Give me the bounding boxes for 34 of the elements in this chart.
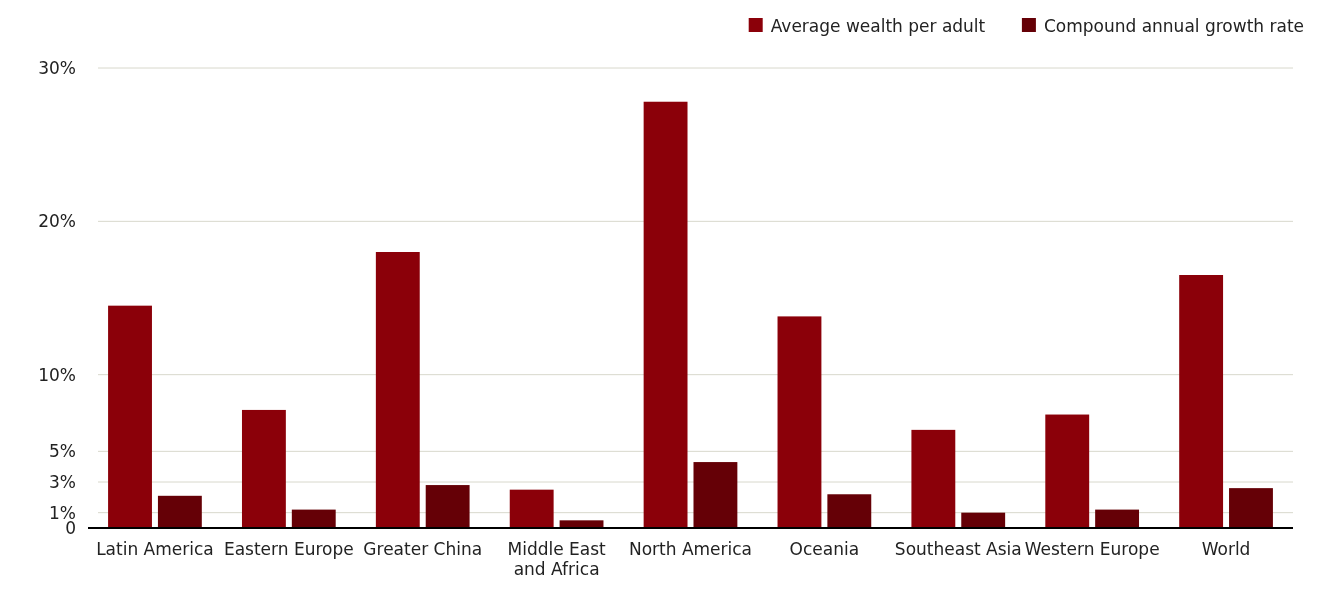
x-tick-label: Western Europe — [1024, 539, 1160, 559]
bar — [108, 305, 152, 528]
bar — [157, 495, 202, 528]
x-tick-label: Middle East and Africa — [507, 539, 607, 580]
bar — [1179, 275, 1224, 528]
y-tick-label: 5% — [49, 441, 76, 462]
legend-label: Average wealth per adult — [770, 16, 986, 36]
bar — [509, 489, 554, 528]
bar — [693, 462, 738, 528]
bar — [425, 485, 470, 528]
x-tick-label: World — [1201, 539, 1251, 559]
bar — [1045, 414, 1090, 528]
y-tick-label: 10% — [38, 364, 76, 385]
bar — [375, 252, 420, 528]
bar — [827, 494, 872, 528]
bar — [1095, 509, 1140, 528]
bar — [777, 316, 822, 528]
x-tick-label: North America — [628, 539, 753, 559]
x-tick-label: Oceania — [789, 539, 860, 559]
bar — [241, 409, 286, 528]
bar — [911, 429, 956, 528]
y-tick-label: 3% — [49, 471, 76, 492]
bar — [961, 512, 1006, 528]
y-tick-label: 30% — [38, 57, 76, 78]
y-tick-label: 20% — [38, 211, 76, 232]
legend-label: Compound annual growth rate — [1043, 16, 1305, 36]
x-tick-label: Latin America — [96, 539, 214, 559]
x-tick-label: Eastern Europe — [223, 539, 354, 559]
bar — [559, 520, 604, 528]
bar — [643, 101, 688, 528]
x-tick-label: Greater China — [363, 539, 483, 559]
bar — [291, 509, 336, 528]
x-tick-label: Southeast Asia — [894, 539, 1022, 559]
bar — [1229, 488, 1273, 528]
